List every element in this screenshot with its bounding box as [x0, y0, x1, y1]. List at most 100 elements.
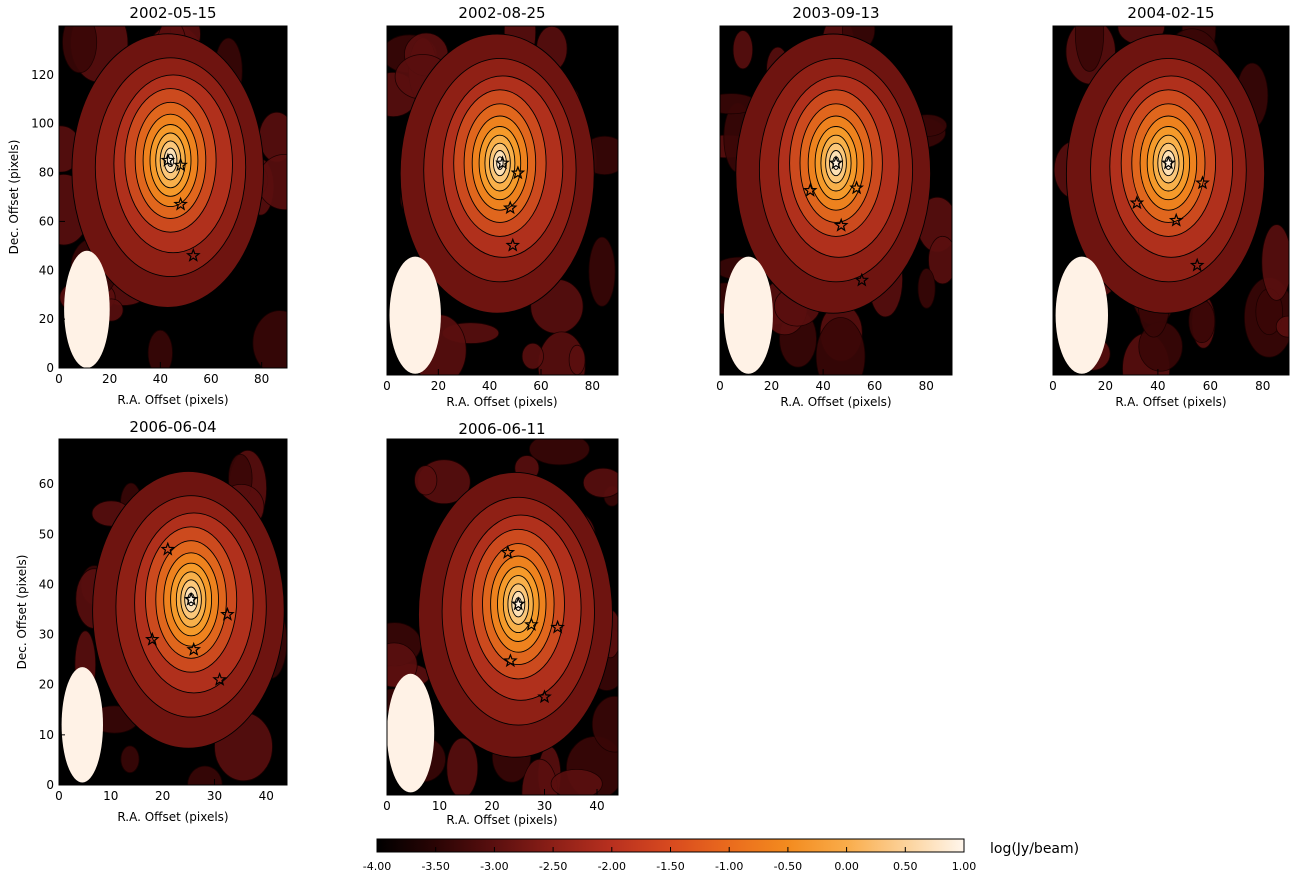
heatmap-image [1053, 26, 1289, 375]
panel-title: 2002-05-15 [129, 4, 216, 22]
star-marker [173, 157, 188, 172]
colorbar-tick-label: -3.50 [421, 860, 449, 873]
star-marker [183, 591, 199, 606]
x-tick-label: 20 [431, 379, 446, 393]
noise-patch [257, 154, 287, 210]
x-ticks: 0 20 40 60 80 [383, 369, 600, 393]
y-tick-label: 80 [39, 166, 54, 180]
plot-frame [719, 25, 953, 376]
star-markers [802, 155, 870, 287]
panel-2002-05-15: 2002-05-15 0 20 40 60 80 0 20 40 60 80 100 120 R.A… [7, 4, 288, 407]
star-markers [495, 155, 526, 252]
noise-patch [1074, 26, 1105, 72]
noise-patch [529, 439, 590, 466]
heatmap-image [59, 26, 287, 368]
star-marker [802, 182, 818, 197]
noise-patch [591, 695, 618, 753]
panel-title: 2006-06-04 [129, 418, 216, 436]
y-tick-label: 50 [39, 527, 54, 541]
noise-patch [582, 467, 618, 498]
star-marker [510, 596, 526, 611]
noise-patch [446, 737, 479, 795]
star-marker [828, 155, 844, 170]
panel-title: 2004-02-15 [1127, 4, 1214, 22]
star-markers [160, 152, 201, 262]
x-axis-label: R.A. Offset (pixels) [446, 813, 557, 827]
plot-frame [58, 438, 288, 786]
y-tick-label: 100 [31, 117, 54, 131]
y-tick-label: 30 [39, 628, 54, 642]
x-tick-label: 10 [432, 799, 447, 813]
heatmap-image [720, 26, 952, 375]
x-axis-label: R.A. Offset (pixels) [1115, 395, 1226, 409]
x-tick-label: 20 [484, 799, 499, 813]
noise-patch [928, 235, 952, 285]
panel-title: 2003-09-13 [792, 4, 879, 22]
x-tick-label: 10 [103, 789, 118, 803]
star-marker [1129, 195, 1145, 210]
beam-ellipse [387, 673, 435, 793]
star-marker [550, 619, 565, 634]
star-marker [505, 237, 521, 252]
y-ticks: 0 10 20 30 40 50 60 [39, 477, 65, 792]
x-axis-label: R.A. Offset (pixels) [117, 810, 228, 824]
y-tick-label: 20 [39, 678, 54, 692]
colorbar: -4.00 -3.50 -3.00 -2.50 -2.00 -1.50 -1.00 -0.50… [363, 838, 1079, 873]
star-marker [1168, 212, 1184, 227]
colorbar-tick-label: -0.50 [774, 860, 802, 873]
x-tick-label: 40 [259, 789, 274, 803]
x-tick-label: 60 [533, 379, 548, 393]
plot-frame [386, 25, 619, 376]
x-tick-label: 40 [1150, 379, 1165, 393]
noise-patch [120, 745, 140, 774]
y-tick-label: 40 [39, 577, 54, 591]
noise-patch [588, 236, 616, 307]
star-marker [524, 616, 539, 631]
noise-patch [815, 317, 866, 375]
x-tick-label: 60 [1203, 379, 1218, 393]
x-axis-label: R.A. Offset (pixels) [780, 395, 891, 409]
beam-ellipse [389, 256, 441, 374]
noise-patch [147, 329, 173, 368]
beam-ellipse [1055, 256, 1109, 374]
x-tick-label: 80 [585, 379, 600, 393]
heatmap-image [387, 439, 618, 795]
y-tick-label: 120 [31, 68, 54, 82]
x-tick-label: 30 [207, 789, 222, 803]
panel-2002-08-25: 2002-08-25 0 20 40 60 80 R.A. Offset (pixels… [383, 4, 619, 409]
noise-patch [732, 30, 754, 70]
x-tick-label: 40 [589, 799, 604, 813]
star-marker [1189, 257, 1205, 272]
y-tick-label: 60 [39, 214, 54, 228]
noise-patch [917, 268, 936, 309]
colorbar-tick-label: -3.00 [480, 860, 508, 873]
star-marker [503, 653, 518, 668]
x-tick-label: 0 [1049, 379, 1057, 393]
x-ticks: 0 10 20 30 40 [383, 789, 605, 813]
noise-patch [521, 342, 544, 370]
panel-2006-06-11: 2006-06-11 0 10 20 30 40 R.A. Offset (pixels… [383, 420, 619, 827]
x-tick-label: 0 [383, 379, 391, 393]
star-marker [220, 606, 235, 621]
colorbar-tick-label: -1.00 [715, 860, 743, 873]
x-tick-label: 80 [919, 379, 934, 393]
x-tick-label: 40 [815, 379, 830, 393]
x-tick-label: 80 [254, 372, 269, 386]
star-marker [495, 155, 510, 170]
star-marker [849, 180, 864, 195]
colorbar-label: log(Jy/beam) [990, 841, 1079, 857]
noise-patch [568, 344, 586, 375]
colorbar-tick-label: -1.50 [656, 860, 684, 873]
plot-frame [386, 438, 619, 796]
star-marker [145, 631, 160, 646]
y-tick-label: 10 [39, 728, 54, 742]
x-ticks: 0 20 40 60 80 [716, 369, 934, 393]
colorbar-tick-label: 0.50 [893, 860, 918, 873]
star-markers [145, 541, 235, 686]
noise-patch [1275, 315, 1289, 338]
y-tick-label: 20 [39, 312, 54, 326]
star-marker [500, 544, 516, 559]
x-tick-label: 0 [55, 372, 63, 386]
star-marker [510, 165, 526, 180]
